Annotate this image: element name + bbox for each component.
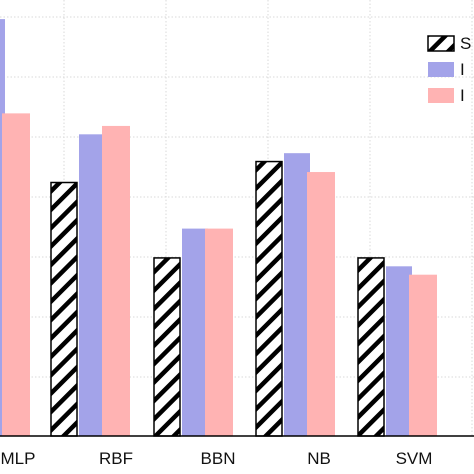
bars bbox=[0, 19, 437, 437]
x-tick-label-svm: SVM bbox=[396, 449, 433, 468]
bar-rbf-series-1 bbox=[50, 181, 78, 437]
bar-svm-series-2 bbox=[386, 266, 412, 436]
legend-swatch-series-1 bbox=[427, 35, 455, 52]
bar-nb-series-3 bbox=[307, 172, 335, 436]
x-tick-label-mlp: MLP bbox=[1, 449, 36, 468]
bar-bbn-series-3 bbox=[205, 228, 233, 436]
bar-bbn-series-2 bbox=[182, 228, 208, 436]
x-tick-label-nb: NB bbox=[307, 449, 331, 468]
bar-rbf-series-3 bbox=[102, 125, 130, 436]
legend-swatch-series-3 bbox=[428, 88, 454, 103]
bar-nb-series-2 bbox=[284, 153, 310, 437]
x-tick-label-bbn: BBN bbox=[201, 449, 236, 468]
bar-svm-series-3 bbox=[409, 274, 437, 436]
bar-rbf-series-2 bbox=[79, 134, 105, 436]
bar-svm-series-1 bbox=[357, 257, 385, 437]
bar-bbn-series-1 bbox=[153, 257, 181, 437]
x-tick-labels: MLP RBF BBN NB SVM bbox=[1, 449, 433, 468]
bar-nb-series-1 bbox=[255, 160, 283, 437]
legend-label-series-3: I bbox=[460, 86, 465, 105]
legend-label-series-1: S bbox=[460, 34, 471, 53]
legend: SII bbox=[427, 34, 471, 105]
legend-swatch-series-2 bbox=[428, 62, 454, 77]
legend-label-series-2: I bbox=[460, 60, 465, 79]
bar-mlp-series-3 bbox=[2, 113, 30, 437]
x-tick-label-rbf: RBF bbox=[99, 449, 133, 468]
